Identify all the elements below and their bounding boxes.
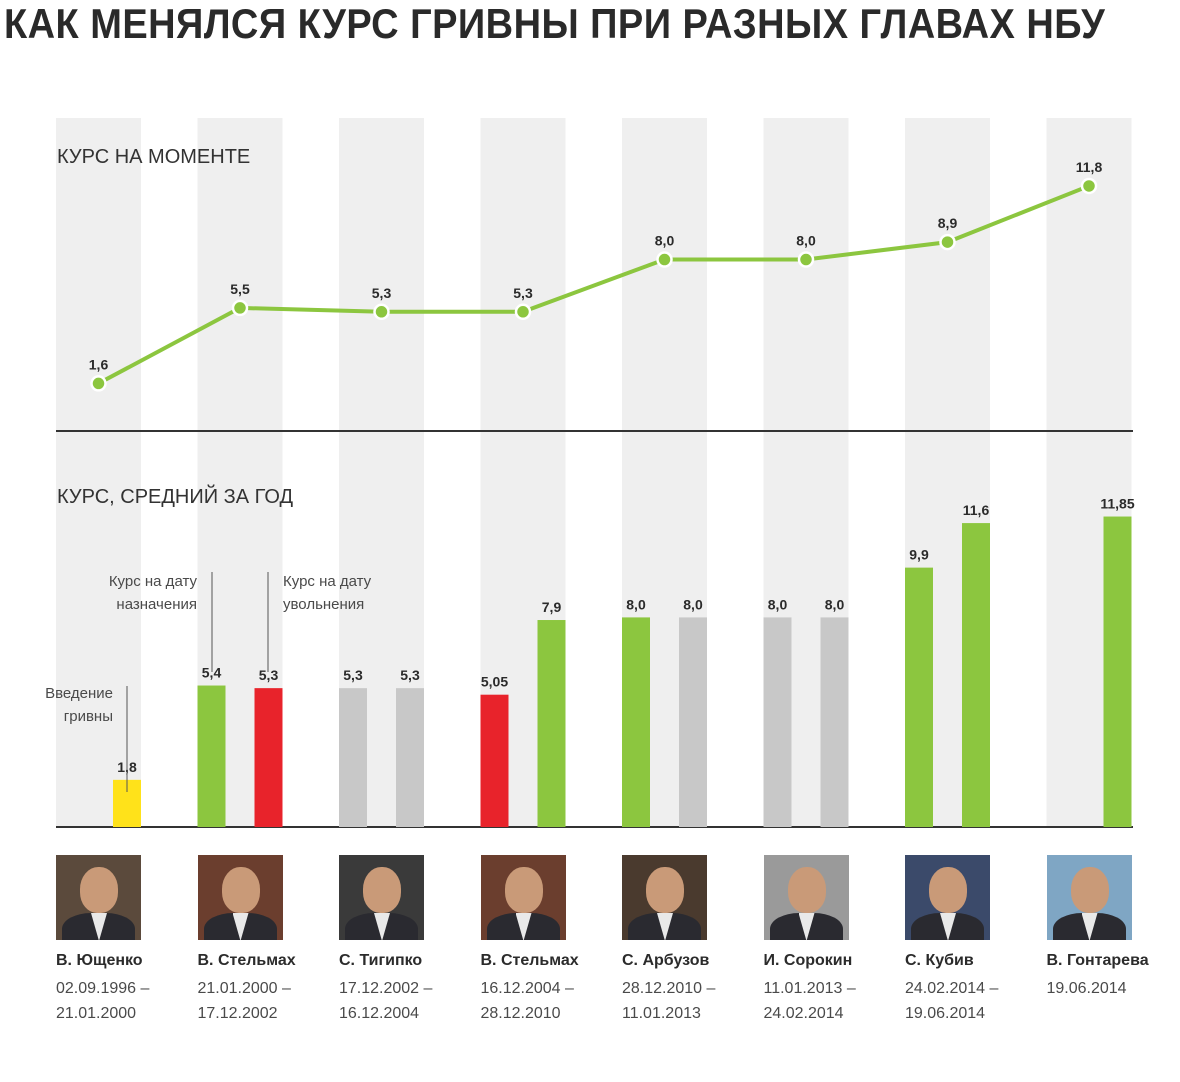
- line-series: 1,6 5,5 5,3 5,3 8,0 8,0 8,9 11,8: [89, 159, 1103, 392]
- governor-term-dates: 16.12.2004 – 28.12.2010: [480, 980, 574, 1022]
- line-value-label: 11,8: [1076, 159, 1103, 175]
- bar: [622, 617, 650, 827]
- portrait-photo: [339, 855, 424, 940]
- line-value-label: 5,3: [372, 285, 392, 301]
- line-series-path: [97, 184, 1090, 386]
- line-value-label: 8,0: [655, 233, 675, 249]
- governor-term-dates: 24.02.2014 – 19.06.2014: [905, 980, 999, 1022]
- bar-value-label: 9,9: [909, 547, 929, 563]
- governor-term-dates: 19.06.2014: [1046, 980, 1127, 997]
- line-point: [1080, 177, 1098, 195]
- annotation-appointment: назначения: [116, 596, 197, 613]
- governor-card: В. Стельмах 16.12.2004 – 28.12.2010: [480, 855, 621, 1026]
- bar-value-label: 7,9: [542, 599, 562, 615]
- governor-term-dates: 21.01.2000 – 17.12.2002: [197, 980, 291, 1022]
- bar: [962, 523, 990, 827]
- bar-value-label: 8,0: [768, 596, 788, 612]
- governor-term-dates: 11.01.2013 – 24.02.2014: [763, 980, 856, 1022]
- governor-name: С. Кубив: [905, 952, 974, 969]
- portrait-photo: [1046, 855, 1132, 940]
- bar-value-label: 5,3: [400, 667, 420, 683]
- bar: [254, 688, 283, 827]
- line-point: [90, 375, 107, 392]
- bar-value-label: 5,3: [343, 667, 363, 683]
- bar-value-label: 5,4: [202, 665, 222, 681]
- governors-row: В. Ющенко 02.09.1996 – 21.01.2000 В. Стель…: [0, 855, 1180, 1082]
- bar-chart-title: КУРС, СРЕДНИЙ ЗА ГОД: [57, 484, 293, 508]
- bar-value-label: 5,3: [259, 667, 279, 683]
- governor-name: В. Стельмах: [197, 952, 296, 969]
- bar-value-label: 8,0: [825, 596, 845, 612]
- annotation-appointment: Курс на дату: [109, 573, 198, 590]
- line-value-label: 1,6: [89, 356, 109, 372]
- governor-card: И. Сорокин 11.01.2013 – 24.02.2014: [763, 855, 904, 1026]
- page-title: КАК МЕНЯЛСЯ КУРС ГРИВНЫ ПРИ РАЗНЫХ ГЛАВА…: [4, 0, 1106, 47]
- governor-card: В. Гонтарева 19.06.2014: [1046, 855, 1180, 1001]
- line-point: [373, 303, 390, 321]
- portrait-photo: [763, 855, 849, 940]
- bar: [396, 688, 424, 827]
- bar: [537, 620, 566, 827]
- governor-term-dates: 02.09.1996 – 21.01.2000: [56, 980, 150, 1022]
- line-point: [231, 299, 249, 317]
- governor-card: С. Тигипко 17.12.2002 – 16.12.2004: [339, 855, 479, 1026]
- line-value-label: 8,9: [938, 215, 958, 231]
- bar: [905, 567, 933, 827]
- portrait-photo: [480, 855, 566, 940]
- governor-name: В. Гонтарева: [1046, 952, 1149, 969]
- annotation-dismissal: Курс на дату: [283, 573, 372, 590]
- bar-value-label: 8,0: [626, 596, 646, 612]
- bar-value-label: 11,85: [1100, 496, 1134, 512]
- governor-term-dates: 28.12.2010 – 11.01.2013: [622, 980, 716, 1022]
- governor-card: С. Кубив 24.02.2014 – 19.06.2014: [905, 855, 1045, 1026]
- line-point: [797, 251, 815, 268]
- line-value-label: 5,5: [230, 281, 250, 297]
- bar-value-label: 5,05: [481, 674, 508, 690]
- annotation-dismissal: увольнения: [283, 596, 364, 613]
- bar: [679, 617, 707, 827]
- governor-name: И. Сорокин: [763, 952, 853, 969]
- governor-card: В. Стельмах 21.01.2000 – 17.12.2002: [197, 855, 338, 1026]
- bar: [820, 617, 849, 827]
- line-value-label: 8,0: [796, 233, 816, 249]
- portrait-photo: [56, 855, 141, 940]
- line-point: [939, 233, 956, 251]
- line-value-label: 5,3: [513, 285, 533, 301]
- annotation-intro: гривны: [64, 708, 113, 725]
- annotation-intro: Введение: [45, 685, 113, 702]
- bar-value-label: 8,0: [683, 596, 703, 612]
- bar: [339, 688, 367, 827]
- governor-name: В. Стельмах: [480, 952, 579, 969]
- portrait-photo: [197, 855, 283, 940]
- bar: [480, 694, 509, 827]
- governor-card: В. Ющенко 02.09.1996 – 21.01.2000: [56, 855, 196, 1026]
- axes: [56, 430, 1133, 828]
- governor-card: С. Арбузов 28.12.2010 – 11.01.2013: [622, 855, 762, 1026]
- annotations: Введение гривны Курс на дату назначения Курс…: [45, 572, 372, 792]
- bar-value-label: 11,6: [963, 502, 990, 518]
- portrait-photo: [622, 855, 707, 940]
- governor-name: В. Ющенко: [56, 952, 143, 969]
- governor-term-dates: 17.12.2002 – 16.12.2004: [339, 980, 433, 1022]
- line-chart-title: КУРС НА МОМЕНТЕ: [57, 146, 250, 168]
- line-point: [514, 303, 532, 321]
- bar: [197, 685, 226, 827]
- chart: КУРС НА МОМЕНТЕ КУРС, СРЕДНИЙ ЗА ГОД 1,6…: [45, 118, 1135, 828]
- bar-series: 1,85,4 5,3 5,3 5,3 5,057,9 8,0 8,0 8,0 8,09,911,…: [113, 496, 1135, 827]
- governor-name: С. Тигипко: [339, 952, 423, 969]
- line-point: [656, 251, 673, 268]
- bar: [763, 617, 792, 827]
- bar: [1103, 516, 1132, 827]
- governor-name: С. Арбузов: [622, 952, 710, 969]
- portrait-photo: [905, 855, 990, 940]
